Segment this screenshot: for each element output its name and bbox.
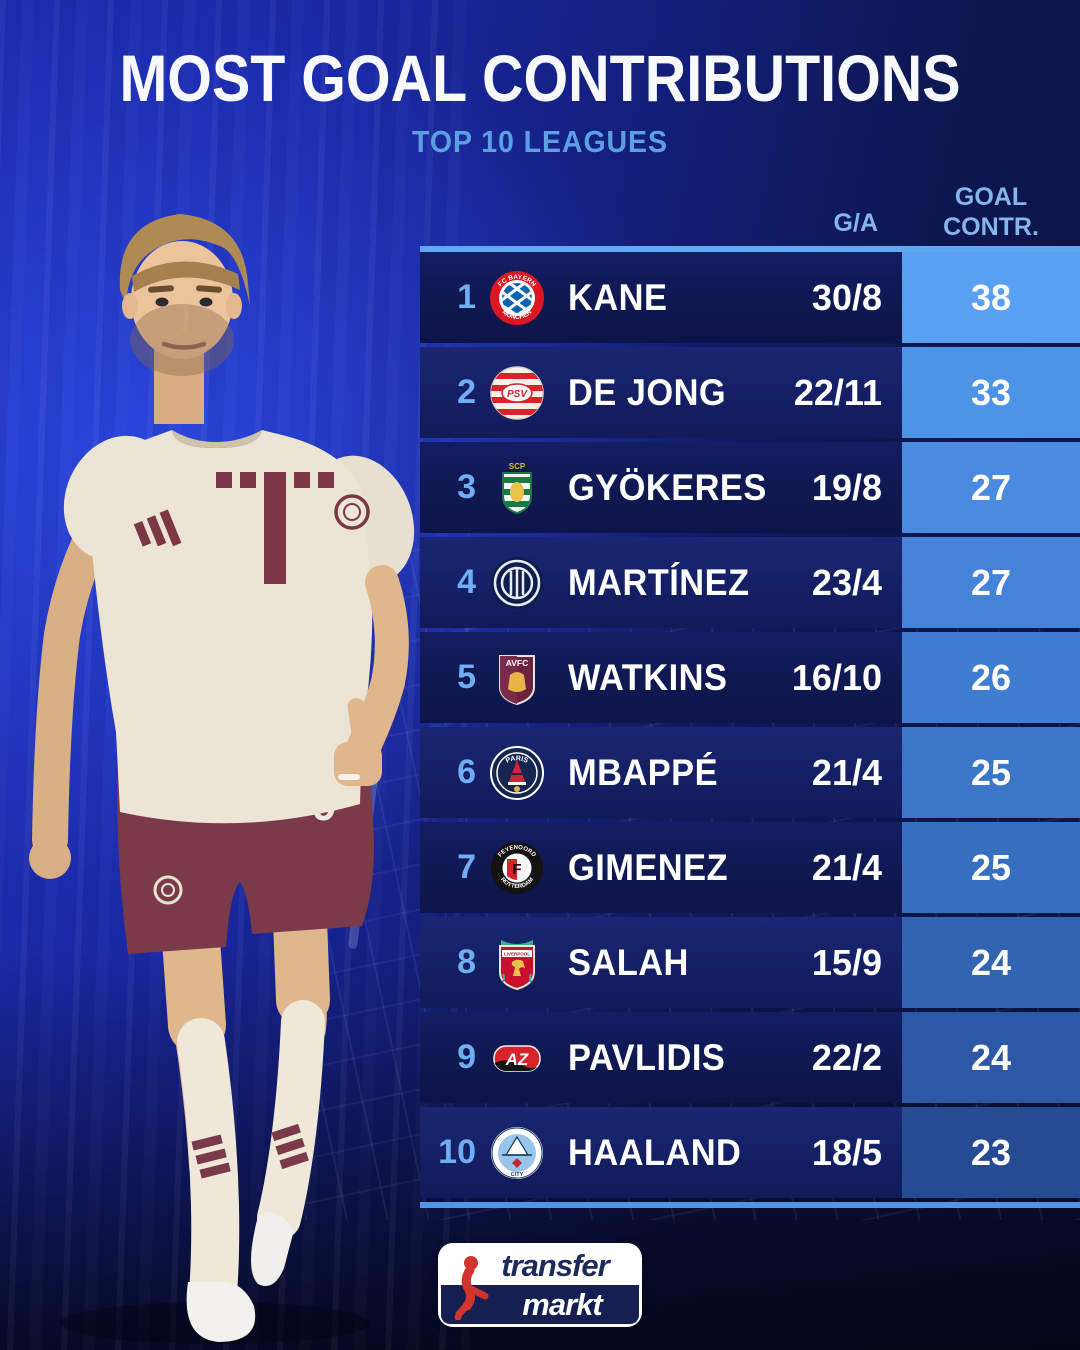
- svg-text:LIVERPOOL: LIVERPOOL: [504, 951, 530, 956]
- table-row: 10 CITY HAALAND 18/5 23: [420, 1107, 1080, 1198]
- table-top-border: [420, 246, 1080, 252]
- table-row: 7 FEYENOORD ROTTERDAM F: [420, 822, 1080, 913]
- table-row: 4 MARTÍNEZ 23/4 27: [420, 537, 1080, 628]
- player-name: KANE: [568, 276, 668, 318]
- page-title: MOST GOAL CONTRIBUTIONS: [119, 41, 961, 115]
- goal-contr-cell: 38: [902, 252, 1080, 343]
- ga-value: 22/2: [811, 1036, 882, 1078]
- liverpool-badge-icon: LIVERPOOL: [488, 934, 546, 992]
- table-row: 3 SCP GYÖKERES 19/8 27: [420, 442, 1080, 533]
- rank: 10: [438, 1133, 476, 1171]
- goal-contr-cell: 23: [902, 1107, 1080, 1198]
- ga-value: 22/11: [793, 371, 882, 413]
- table-bottom-border: [420, 1202, 1080, 1208]
- ga-value: 21/4: [811, 846, 882, 888]
- psg-badge-icon: PARIS: [488, 744, 546, 802]
- transfermarkt-logo: transfer markt: [441, 1246, 639, 1324]
- sock-right: [257, 1000, 325, 1240]
- rank: 3: [457, 468, 476, 506]
- svg-text:AZ: AZ: [505, 1050, 529, 1069]
- rank: 7: [457, 848, 476, 886]
- goal-contr-cell: 26: [902, 632, 1080, 723]
- svg-text:F: F: [512, 861, 521, 878]
- table-row: 6 PARIS MBAPPÉ 21/4 25: [420, 727, 1080, 818]
- boot-left: [186, 1282, 256, 1342]
- feyenoord-badge-icon: FEYENOORD ROTTERDAM F: [488, 839, 546, 897]
- column-header-goal-contr: GOAL CONTR.: [943, 183, 1039, 241]
- ga-value: 30/8: [811, 276, 882, 318]
- table-row: 9 AZ PAVLIDIS 22/2 24: [420, 1012, 1080, 1103]
- shirt: [88, 430, 373, 824]
- sock-left: [177, 1018, 240, 1316]
- rank: 2: [457, 373, 476, 411]
- logo-text-bottom: markt: [522, 1286, 602, 1322]
- goal-contr-cell: 25: [902, 822, 1080, 913]
- column-headers: G/A GOAL CONTR.: [420, 182, 1080, 244]
- goal-contr-cell: 24: [902, 1012, 1080, 1103]
- table-row: 5 AVFC WATKINS 16/10 26: [420, 632, 1080, 723]
- player-name: WATKINS: [568, 656, 728, 698]
- table-row: 8 LIVERPOOL SALAH 15/9 24: [420, 917, 1080, 1008]
- goal-contr-cell: 27: [902, 442, 1080, 533]
- adidas-logo: [133, 509, 182, 547]
- svg-text:AVFC: AVFC: [506, 658, 529, 668]
- ga-value: 15/9: [811, 941, 882, 983]
- player-name: PAVLIDIS: [568, 1036, 726, 1078]
- ga-value: 23/4: [811, 561, 882, 603]
- inter-milan-badge-icon: [488, 554, 546, 612]
- rank: 1: [457, 278, 476, 316]
- rank: 9: [457, 1038, 476, 1076]
- boot-right: [251, 1212, 294, 1286]
- manchester-city-badge-icon: CITY: [488, 1124, 546, 1182]
- svg-text:PSV: PSV: [507, 389, 528, 400]
- sporting-cp-badge-icon: SCP: [488, 459, 546, 517]
- club-crest-shirt: [334, 494, 370, 530]
- telekom-t-logo: [216, 472, 334, 584]
- player-name: MBAPPÉ: [568, 751, 719, 793]
- goal-contr-cell: 33: [902, 347, 1080, 438]
- table-row: 2 PSV DE JONG 22/11 33: [420, 347, 1080, 438]
- player-photo-kane: 9: [29, 214, 415, 1344]
- header: MOST GOAL CONTRIBUTIONS TOP 10 LEAGUES: [0, 40, 1080, 160]
- rank: 5: [457, 658, 476, 696]
- bayern-munich-badge-icon: FC BAYERN MÜNCHEN: [488, 269, 546, 327]
- hair: [119, 214, 250, 306]
- goal-contr-cell: 25: [902, 727, 1080, 818]
- ga-value: 18/5: [811, 1131, 882, 1173]
- player-name: DE JONG: [568, 371, 727, 413]
- player-name: SALAH: [568, 941, 689, 983]
- player-name: HAALAND: [568, 1131, 742, 1173]
- player-name: GYÖKERES: [568, 466, 767, 508]
- psv-badge-icon: PSV: [488, 364, 546, 422]
- aston-villa-badge-icon: AVFC: [488, 649, 546, 707]
- beard: [130, 304, 234, 376]
- column-header-ga: G/A: [833, 209, 878, 237]
- ga-value: 16/10: [791, 656, 882, 698]
- ga-value: 21/4: [811, 751, 882, 793]
- svg-text:PARIS: PARIS: [505, 755, 529, 765]
- transfermarkt-kicker-icon: [454, 1256, 489, 1320]
- goal-contr-cell: 24: [902, 917, 1080, 1008]
- player-name: GIMENEZ: [568, 846, 729, 888]
- ranking-table: 1: [420, 246, 1080, 1208]
- svg-text:CITY: CITY: [511, 1172, 524, 1178]
- az-alkmaar-badge-icon: AZ: [488, 1029, 546, 1087]
- rank: 8: [457, 943, 476, 981]
- goal-contr-cell: 27: [902, 537, 1080, 628]
- logo-text-top: transfer: [501, 1247, 609, 1283]
- rank: 6: [457, 753, 476, 791]
- table-row: 1: [420, 252, 1080, 343]
- svg-text:SCP: SCP: [509, 462, 526, 471]
- rank: 4: [457, 563, 476, 601]
- page-subtitle: TOP 10 LEAGUES: [412, 124, 668, 159]
- ga-value: 19/8: [811, 466, 882, 508]
- player-name: MARTÍNEZ: [568, 561, 750, 603]
- sock-stripes: [191, 1123, 309, 1179]
